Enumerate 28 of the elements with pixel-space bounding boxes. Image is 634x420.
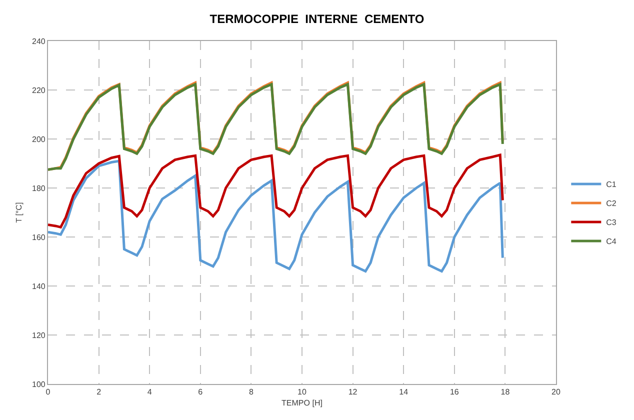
x-tick-label: 8 [248, 388, 254, 397]
x-axis-title: TEMPO [H] [282, 398, 322, 408]
legend-label: C3 [606, 218, 617, 228]
x-tick-label: 16 [450, 388, 460, 397]
y-tick-label: 140 [32, 282, 46, 291]
legend-label: C1 [606, 180, 617, 190]
y-tick-label: 100 [32, 380, 46, 389]
x-tick-label: 6 [198, 388, 204, 397]
y-tick-label: 120 [32, 330, 46, 340]
x-tick-label: 12 [348, 388, 358, 397]
legend-label: C2 [606, 199, 617, 208]
y-tick-label: 160 [32, 232, 46, 242]
legend-label: C4 [606, 237, 617, 246]
x-tick-label: 10 [298, 388, 307, 397]
x-tick-label: 14 [399, 388, 409, 397]
line-series [48, 160, 504, 273]
chart-title: TERMOCOPPIE INTERNE CEMENTO [210, 12, 424, 26]
x-tick-label: 4 [147, 388, 152, 397]
y-tick-label: 180 [32, 184, 46, 193]
x-tick-label: 18 [500, 388, 510, 397]
line-series [48, 154, 504, 228]
x-tick-label: 0 [46, 388, 51, 397]
x-tick-label: 2 [96, 388, 102, 397]
y-axis-title: T [°C] [14, 202, 24, 223]
y-tick-label: 200 [32, 134, 46, 144]
y-tick-label: 240 [32, 36, 46, 46]
x-tick-label: 20 [552, 388, 561, 397]
y-tick-label: 220 [32, 86, 46, 95]
